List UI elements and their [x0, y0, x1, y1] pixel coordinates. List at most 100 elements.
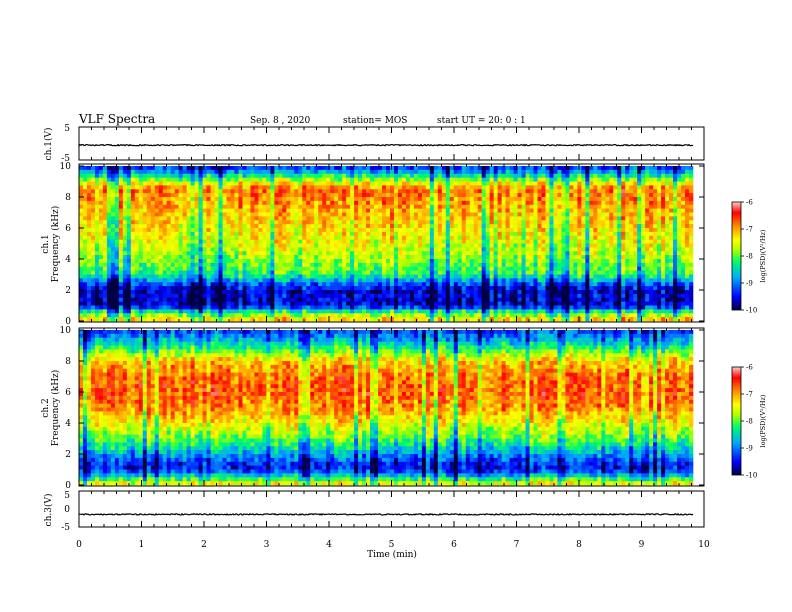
spectrogram-cell: [497, 231, 502, 237]
spectrogram-cell: [190, 181, 195, 186]
spectrogram-cell: [210, 200, 215, 206]
spectrogram-cell: [186, 313, 191, 318]
spectrogram-cell: [413, 313, 419, 318]
spectrogram-cell: [561, 169, 566, 175]
spectrogram-cell: [565, 228, 570, 233]
spectrogram-cell: [190, 290, 195, 295]
spectrogram-cell: [162, 224, 168, 229]
spectrogram-cell: [242, 193, 247, 198]
spectrogram-cell: [386, 173, 391, 178]
spectrogram-cell: [294, 181, 299, 186]
spectrogram-cell: [382, 239, 387, 244]
spectrogram-cell: [134, 259, 140, 264]
spectrogram-cell: [114, 317, 120, 322]
spectrogram-cell: [166, 212, 171, 217]
spectrogram-cell: [425, 173, 431, 178]
spectrogram-cell: [254, 266, 259, 271]
spectrogram-cell: [222, 200, 227, 206]
spectrogram-cell: [166, 270, 171, 275]
spectrogram-cell: [557, 220, 562, 225]
spectrogram-cell: [306, 212, 311, 217]
spectrogram-cell: [393, 317, 399, 322]
spectrogram-cell: [170, 220, 175, 225]
spectrogram-cell: [118, 177, 124, 182]
spectrogram-cell: [441, 193, 447, 198]
spectrogram-cell: [461, 216, 467, 221]
spectrogram-cell: [134, 208, 140, 213]
spectrogram-cell: [178, 239, 183, 244]
spectrogram-cell: [190, 189, 195, 194]
spectrogram-cell: [266, 231, 271, 237]
spectrogram-cell: [493, 243, 498, 248]
spectrogram-cell: [270, 173, 275, 178]
spectrogram-cell: [238, 313, 243, 318]
spectrogram-cell: [509, 197, 514, 202]
spectrogram-cell: [413, 173, 419, 178]
spectrogram-cell: [242, 216, 247, 221]
spectrogram-cell: [429, 228, 435, 233]
spectrogram-cell: [553, 220, 558, 225]
spectrogram-cell: [469, 309, 475, 314]
spectrogram-cell: [457, 305, 463, 310]
spectrogram-cell: [90, 259, 96, 264]
spectrogram-cell: [537, 220, 542, 225]
spectrogram-cell: [334, 224, 339, 229]
spectrogram-cell: [545, 228, 550, 233]
spectrogram-cell: [270, 204, 275, 209]
spectrogram-cell: [210, 274, 215, 279]
spectrogram-cell: [226, 251, 231, 256]
spectrogram-cell: [366, 239, 371, 244]
spectrogram-cell: [210, 266, 215, 271]
spectrogram-cell: [238, 274, 243, 279]
spectrogram-cell: [186, 282, 191, 287]
spectrogram-cell: [302, 239, 307, 244]
spectrogram-cell: [437, 189, 443, 194]
spectrogram-cell: [334, 204, 339, 209]
spectrogram-cell: [138, 278, 144, 283]
spectrogram-cell: [557, 259, 562, 264]
spectrogram-cell: [334, 185, 339, 190]
spectrogram-cell: [541, 216, 546, 221]
spectrogram-cell: [537, 274, 542, 279]
spectrogram-cell: [166, 309, 171, 314]
spectrogram-cell: [174, 266, 179, 271]
spectrogram-cell: [254, 251, 259, 256]
spectrogram-cell: [226, 270, 231, 275]
spectrogram-cell: [525, 286, 530, 291]
spectrogram-cell: [389, 239, 395, 244]
spectrogram-cell: [146, 200, 152, 206]
spectrogram-cell: [318, 228, 323, 233]
spectrogram-cell: [334, 290, 339, 295]
spectrogram-cell: [130, 224, 136, 229]
spectrogram-cell: [537, 278, 542, 283]
spectrogram-cell: [497, 282, 502, 287]
spectrogram-cell: [358, 197, 363, 202]
spectrogram-cell: [106, 228, 112, 233]
spectrogram-cell: [134, 247, 140, 252]
spectrogram-cell: [102, 193, 108, 198]
spectrogram-cell: [262, 231, 267, 237]
spectrogram-cell: [82, 243, 88, 248]
spectrogram-cell: [258, 270, 263, 275]
spectrogram-cell: [569, 189, 574, 194]
spectrogram-cell: [198, 173, 203, 178]
spectrogram-cell: [214, 286, 219, 291]
spectrogram-cell: [453, 290, 459, 295]
spectrogram-cell: [206, 282, 211, 287]
spectrogram-cell: [274, 185, 279, 190]
spectrogram-cell: [170, 235, 175, 240]
spectrogram-cell: [437, 317, 443, 322]
spectrogram-cell: [326, 173, 331, 178]
spectrogram-cell: [441, 290, 447, 295]
spectrogram-cell: [258, 177, 263, 182]
spectrogram-cell: [230, 297, 235, 302]
spectrogram-cell: [362, 166, 367, 171]
spectrogram-cell: [194, 301, 199, 306]
spectrogram-cell: [350, 169, 355, 175]
spectrogram-cell: [174, 166, 179, 171]
spectrogram-cell: [290, 251, 295, 256]
spectrogram-cell: [226, 204, 231, 209]
spectrogram-cell: [110, 278, 116, 283]
spectrogram-cell: [242, 290, 247, 295]
spectrogram-cell: [258, 231, 263, 237]
